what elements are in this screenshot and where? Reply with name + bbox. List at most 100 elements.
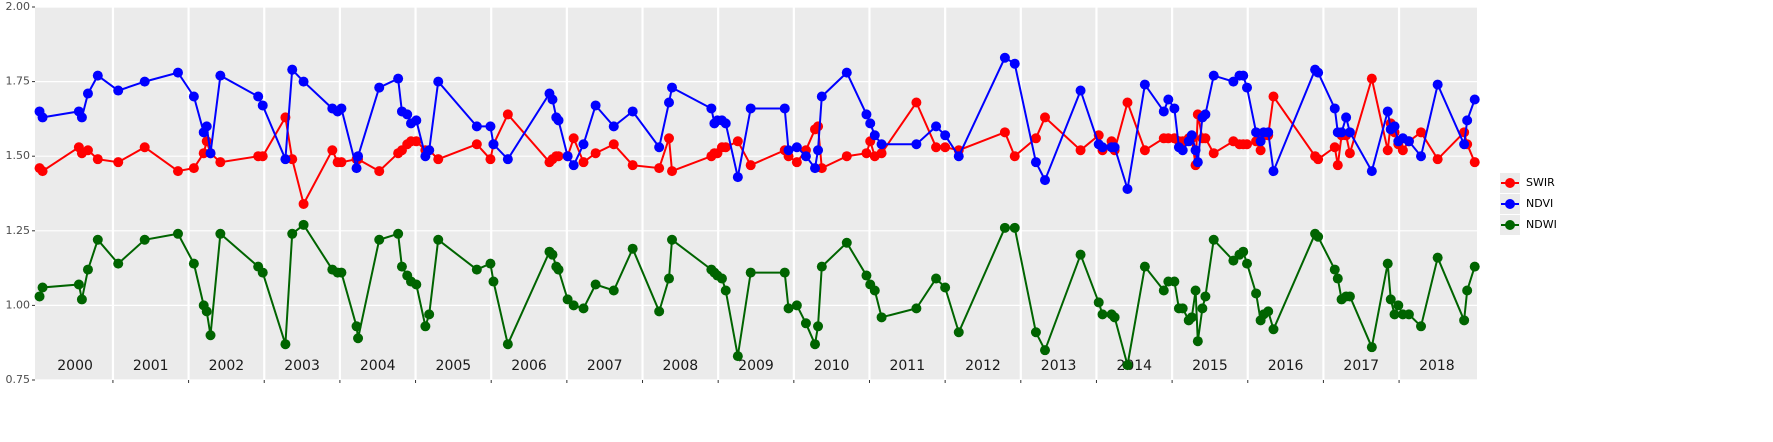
point [287, 64, 298, 75]
point [113, 157, 124, 168]
y-tick-label: 1.25 [6, 224, 31, 237]
point [37, 166, 48, 177]
point [1139, 145, 1150, 156]
point [816, 261, 827, 272]
point [1200, 133, 1211, 144]
point [82, 88, 93, 99]
point [1366, 342, 1377, 353]
point [1344, 148, 1355, 159]
point [1177, 303, 1188, 314]
point [1139, 261, 1150, 272]
point [627, 243, 638, 254]
point [779, 103, 790, 114]
point [280, 339, 291, 350]
point [706, 103, 717, 114]
point [92, 234, 103, 245]
point [351, 163, 362, 174]
point [732, 136, 743, 147]
point [336, 103, 347, 114]
point [1169, 276, 1180, 287]
point [999, 127, 1010, 138]
point [720, 142, 731, 153]
point [280, 154, 291, 165]
point [1186, 130, 1197, 141]
point [502, 109, 513, 120]
point [485, 121, 496, 132]
point [869, 130, 880, 141]
point [663, 133, 674, 144]
point [931, 142, 942, 153]
point [1469, 261, 1480, 272]
point [485, 258, 496, 269]
point [940, 282, 951, 293]
point [1329, 103, 1340, 114]
point [627, 106, 638, 117]
point [1344, 127, 1355, 138]
point [257, 100, 268, 111]
point [433, 76, 444, 87]
year-label: 2007 [587, 358, 623, 374]
point [396, 261, 407, 272]
point [188, 91, 199, 102]
year-label: 2011 [889, 358, 925, 374]
point [1336, 127, 1347, 138]
point [76, 112, 87, 123]
point [336, 267, 347, 278]
point [1097, 142, 1108, 153]
legend-point [1505, 220, 1515, 230]
point [1382, 106, 1393, 117]
point [940, 142, 951, 153]
point [1075, 249, 1086, 260]
point [1169, 103, 1180, 114]
point [568, 133, 579, 144]
legend-point [1505, 178, 1515, 188]
point [1139, 79, 1150, 90]
legend-label: NDVI [1526, 197, 1553, 210]
point [1122, 184, 1133, 195]
point [911, 97, 922, 108]
point [257, 267, 268, 278]
point [1242, 258, 1253, 269]
y-tick-label: 1.00 [6, 298, 31, 311]
point [1009, 151, 1020, 162]
point [402, 109, 413, 120]
point [810, 339, 821, 350]
point [433, 154, 444, 165]
point [1432, 252, 1443, 263]
point [1109, 312, 1120, 323]
point [1255, 145, 1266, 156]
point [578, 139, 589, 150]
year-label: 2013 [1041, 358, 1077, 374]
point [1242, 82, 1253, 93]
point [608, 139, 619, 150]
point [1332, 273, 1343, 284]
point [745, 160, 756, 171]
point [205, 330, 216, 341]
point [1462, 285, 1473, 296]
point [336, 157, 347, 168]
point [720, 118, 731, 129]
point [76, 294, 87, 305]
point [172, 166, 183, 177]
point [861, 109, 872, 120]
point [34, 291, 45, 302]
point [1389, 309, 1400, 320]
plot-background [35, 7, 1477, 380]
point [488, 139, 499, 150]
point [1397, 145, 1408, 156]
point [1313, 67, 1324, 78]
point [745, 267, 756, 278]
point [1263, 306, 1274, 317]
point [911, 303, 922, 314]
point [1459, 315, 1470, 326]
point [1459, 139, 1470, 150]
point [1208, 70, 1219, 81]
point [353, 333, 364, 344]
point [298, 76, 309, 87]
point [590, 148, 601, 159]
point [553, 151, 564, 162]
point [298, 198, 309, 209]
point [1192, 157, 1203, 168]
point [351, 321, 362, 332]
point [287, 228, 298, 239]
